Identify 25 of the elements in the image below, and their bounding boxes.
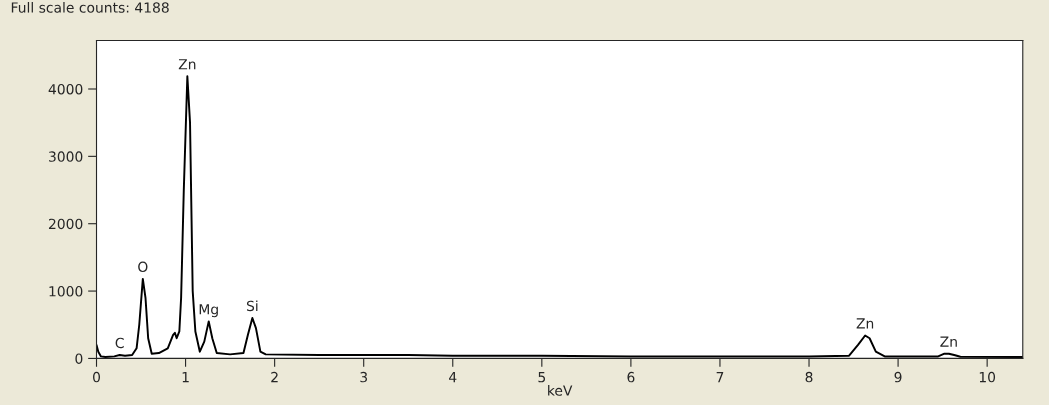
- annotation: Si: [246, 300, 258, 312]
- annotation: Mg: [199, 304, 218, 318]
- annotation: Zn: [940, 336, 957, 347]
- y-tick-label: 0: [75, 353, 83, 364]
- annotation: C: [115, 337, 124, 349]
- annotation: Zn: [856, 318, 874, 329]
- x-tick-label: 0: [93, 371, 100, 383]
- x-tick-label: 4: [449, 372, 457, 383]
- x-tick-label: 6: [627, 371, 635, 383]
- x-tick-label: 10: [979, 371, 996, 383]
- x-axis-title: keV: [548, 385, 573, 396]
- x-tick-label: 1: [182, 372, 189, 383]
- x-tick-label: 3: [360, 371, 368, 383]
- x-tick-label: 8: [805, 371, 813, 383]
- y-tick-label: 4000: [48, 83, 83, 95]
- annotation: O: [138, 261, 148, 273]
- x-tick-label: 5: [538, 372, 546, 383]
- y-tick-label: 2000: [48, 218, 83, 230]
- chart-title: Full scale counts: 4188: [11, 2, 169, 13]
- y-tick-label: 1000: [49, 286, 83, 297]
- x-tick-label: 2: [271, 371, 278, 383]
- x-tick-label: 9: [894, 371, 902, 383]
- annotation: Zn: [178, 59, 196, 70]
- y-tick-label: 3000: [49, 151, 83, 162]
- x-tick-label: 7: [716, 372, 724, 383]
